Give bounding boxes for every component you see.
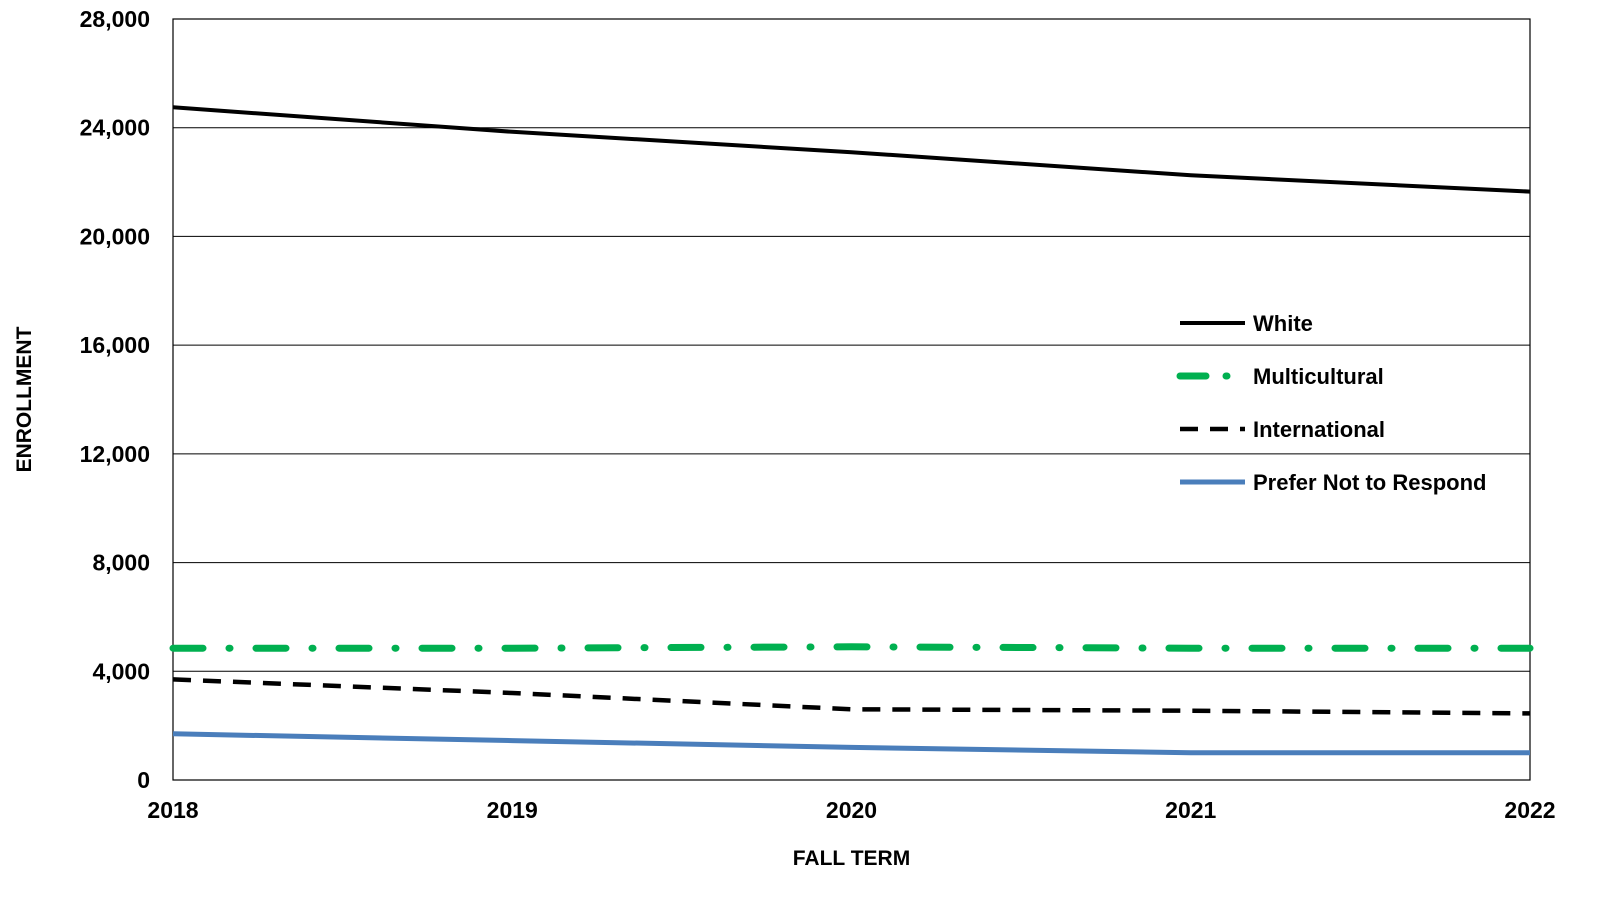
x-tick-label: 2018 xyxy=(147,797,198,823)
y-tick-label: 8,000 xyxy=(92,550,150,576)
series-line-prefer-not-to-respond xyxy=(172,731,1530,756)
x-tick-label: 2020 xyxy=(826,797,877,823)
y-tick-label: 4,000 xyxy=(92,658,150,684)
series-line-international xyxy=(172,677,1531,716)
plot-area-frame xyxy=(172,18,1531,781)
x-axis-tick-labels: 2018 2019 2020 2021 2022 xyxy=(147,797,1555,823)
gridlines xyxy=(173,127,1530,672)
x-tick-label: 2021 xyxy=(1165,797,1216,823)
series-lines xyxy=(169,105,1534,756)
legend-label: International xyxy=(1253,417,1385,442)
x-tick-label: 2019 xyxy=(487,797,538,823)
legend-label: Multicultural xyxy=(1253,364,1384,389)
y-tick-label: 20,000 xyxy=(80,223,150,249)
legend: White Multicultural International Prefer No… xyxy=(1176,311,1486,495)
series-line-multicultural xyxy=(169,643,1534,652)
y-tick-label: 0 xyxy=(137,767,150,793)
y-axis-tick-labels: 0 4,000 8,000 12,000 16,000 20,000 24,000 28,00… xyxy=(80,6,150,793)
x-tick-label: 2022 xyxy=(1504,797,1555,823)
series-line-white xyxy=(172,105,1531,194)
legend-label: White xyxy=(1253,311,1313,336)
y-tick-label: 24,000 xyxy=(80,115,150,141)
y-tick-label: 28,000 xyxy=(80,6,150,32)
legend-label: Prefer Not to Respond xyxy=(1253,470,1486,495)
y-axis-title: ENROLLMENT xyxy=(13,326,36,472)
x-axis-title: FALL TERM xyxy=(793,847,910,870)
y-tick-label: 16,000 xyxy=(80,332,150,358)
y-tick-label: 12,000 xyxy=(80,441,150,467)
